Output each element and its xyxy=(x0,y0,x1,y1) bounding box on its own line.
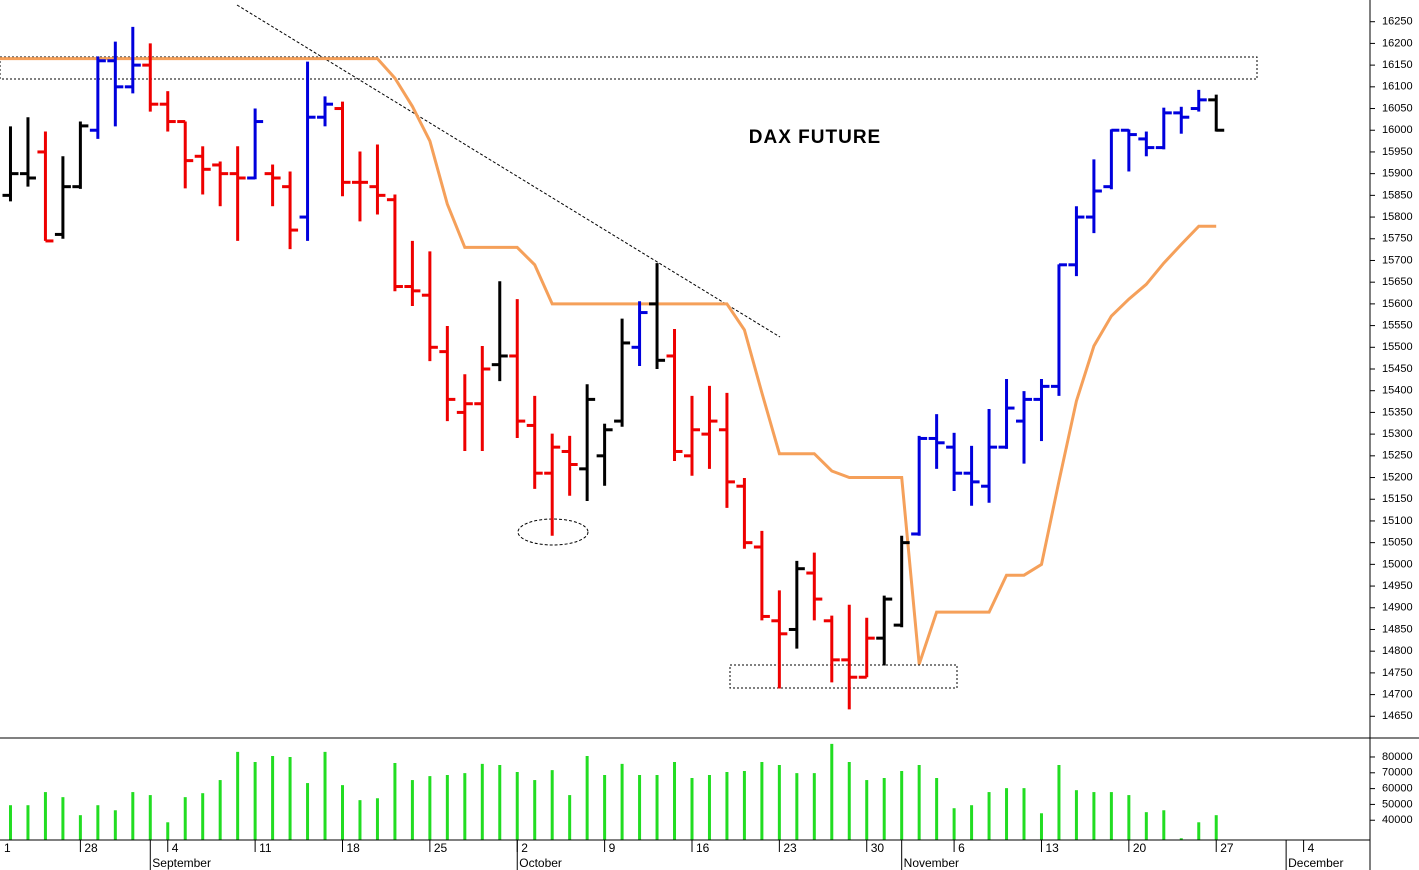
y-tick-label: 14850 xyxy=(1382,623,1413,635)
y-tick-label: 15050 xyxy=(1382,537,1413,549)
month-label: October xyxy=(519,856,562,870)
y-tick-label: 14800 xyxy=(1382,645,1413,657)
x-tick-label: 25 xyxy=(434,841,448,855)
y-tick-label: 15450 xyxy=(1382,363,1413,375)
y-tick-label: 16000 xyxy=(1382,124,1413,136)
y-tick-label: 15500 xyxy=(1382,341,1413,353)
y-tick-label: 15950 xyxy=(1382,146,1413,158)
y-tick-label: 15200 xyxy=(1382,471,1413,483)
x-tick-label: 9 xyxy=(609,841,616,855)
x-tick-label: 16 xyxy=(696,841,710,855)
y-tick-label: 15900 xyxy=(1382,168,1413,180)
volume-tick-label: 70000 xyxy=(1382,767,1413,779)
y-tick-label: 16050 xyxy=(1382,102,1413,114)
volume-tick-label: 80000 xyxy=(1382,751,1413,763)
price-panel xyxy=(0,4,1258,710)
x-tick-label: 20 xyxy=(1133,841,1147,855)
y-tick-label: 16150 xyxy=(1382,59,1413,71)
x-tick-label: 6 xyxy=(958,841,965,855)
month-label: November xyxy=(904,856,959,870)
y-tick-label: 15700 xyxy=(1382,254,1413,266)
x-tick-label: 1 xyxy=(4,841,11,855)
volume-panel xyxy=(8,743,1218,840)
x-tick-label: 2 xyxy=(521,841,528,855)
x-tick-label: 28 xyxy=(84,841,98,855)
x-tick-label: 4 xyxy=(1308,841,1315,855)
y-tick-label: 14750 xyxy=(1382,667,1413,679)
trailing-line xyxy=(0,57,1217,665)
x-tick-label: 30 xyxy=(871,841,885,855)
x-tick-label: 23 xyxy=(783,841,797,855)
x-tick-label: 27 xyxy=(1220,841,1234,855)
y-tick-label: 16250 xyxy=(1382,16,1413,28)
y-tick-label: 15800 xyxy=(1382,211,1413,223)
chart-title: DAX FUTURE xyxy=(749,127,881,148)
x-tick-label: 11 xyxy=(259,841,272,855)
trend-line xyxy=(236,4,781,338)
month-label: December xyxy=(1288,856,1343,870)
y-tick-label: 15600 xyxy=(1382,298,1413,310)
x-tick-label: 13 xyxy=(1045,841,1059,855)
y-tick-label: 15400 xyxy=(1382,385,1413,397)
x-tick-label: 4 xyxy=(172,841,179,855)
y-tick-label: 15850 xyxy=(1382,189,1413,201)
y-tick-label: 14950 xyxy=(1382,580,1413,592)
y-tick-label: 14650 xyxy=(1382,710,1413,722)
support-zone xyxy=(729,664,958,689)
y-tick-label: 14900 xyxy=(1382,602,1413,614)
y-tick-label: 15250 xyxy=(1382,450,1413,462)
y-tick-label: 15550 xyxy=(1382,319,1413,331)
volume-tick-label: 60000 xyxy=(1382,783,1413,795)
y-tick-label: 15150 xyxy=(1382,493,1413,505)
y-tick-label: 15650 xyxy=(1382,276,1413,288)
volume-tick-label: 40000 xyxy=(1382,814,1413,826)
y-tick-label: 15750 xyxy=(1382,233,1413,245)
y-tick-label: 14700 xyxy=(1382,688,1413,700)
y-tick-label: 16200 xyxy=(1382,37,1413,49)
y-tick-label: 15300 xyxy=(1382,428,1413,440)
y-tick-label: 15350 xyxy=(1382,406,1413,418)
y-tick-label: 15000 xyxy=(1382,558,1413,570)
y-tick-label: 16100 xyxy=(1382,81,1413,93)
low-marker xyxy=(517,518,589,546)
month-label: September xyxy=(152,856,211,870)
y-tick-label: 15100 xyxy=(1382,515,1413,527)
resistance-zone xyxy=(0,56,1258,80)
x-tick-label: 18 xyxy=(347,841,361,855)
volume-tick-label: 50000 xyxy=(1382,798,1413,810)
